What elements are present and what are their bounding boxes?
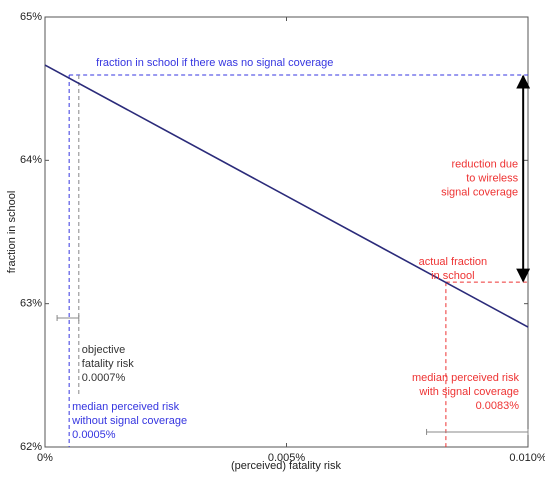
x-axis-label: (perceived) fatality risk [231,460,342,472]
annotation: median perceived risk [72,401,179,413]
x-tick-label: 0.005% [268,452,306,464]
annotation: signal coverage [441,187,518,199]
y-tick-label: 63% [20,298,42,310]
annotation: to wireless [466,173,518,185]
annotation: 0.0007% [82,372,126,384]
annotation: without signal coverage [71,415,187,427]
annotation: median perceived risk [412,372,519,384]
annotation: fatality risk [82,358,134,370]
y-tick-label: 64% [20,154,42,166]
annotation: actual fraction [419,256,487,268]
annotation: in school [431,270,474,282]
annotation: objective [82,344,125,356]
x-tick-label: 0.010% [509,452,545,464]
annotation: 0.0083% [476,400,520,412]
annotation: reduction due [451,159,518,171]
data-line [44,64,529,328]
annotation: with signal coverage [418,386,519,398]
y-tick-label: 65% [20,11,42,23]
y-tick-label: 62% [20,441,42,453]
annotation: 0.0005% [72,429,116,441]
annotation: fraction in school if there was no signa… [96,57,333,69]
y-axis-label: fraction in school [6,191,18,274]
x-tick-label: 0% [37,452,53,464]
